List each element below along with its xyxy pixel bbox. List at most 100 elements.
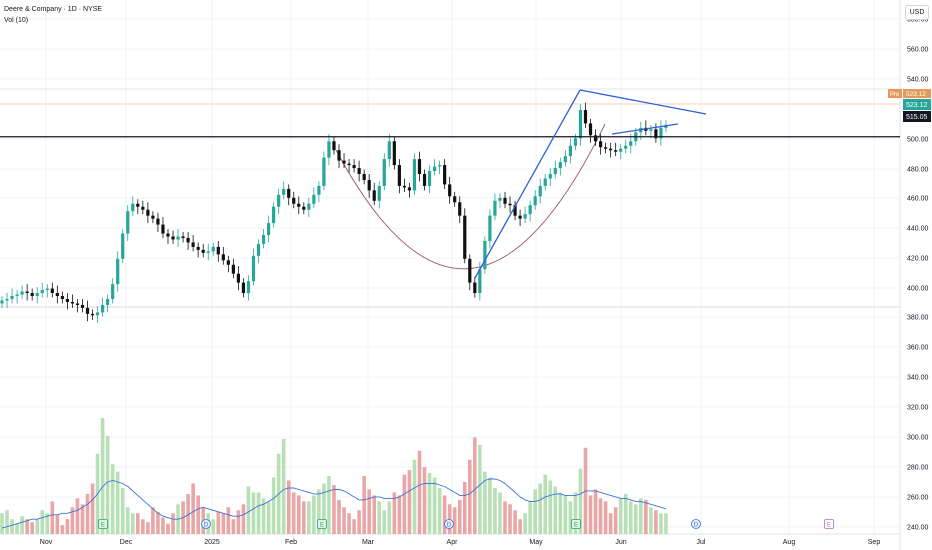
volume-bar [85, 493, 90, 534]
candle-body [609, 148, 613, 151]
candle-body [5, 298, 9, 301]
candle-body [85, 307, 90, 314]
earnings-marker[interactable]: E [571, 519, 581, 529]
candle-body [493, 200, 497, 216]
candle-body [357, 168, 361, 174]
chart-legend: Deere & Company · 1D · NYSE Vol (10) [4, 4, 102, 26]
candle-body [558, 162, 562, 169]
volume-bar [533, 489, 537, 534]
volume-bar [105, 435, 110, 534]
candle-body [417, 159, 422, 174]
dividend-marker[interactable]: D [201, 519, 211, 529]
candle-body [513, 205, 517, 216]
volume-bar [322, 483, 326, 534]
currency-button[interactable]: USD [905, 5, 929, 20]
dividend-marker-circle [201, 519, 211, 529]
candle-body [40, 290, 44, 294]
volume-bar [488, 477, 492, 534]
volume-bar [593, 489, 598, 534]
candle-body [141, 206, 145, 210]
candle-body [483, 240, 487, 270]
volume-bar [0, 513, 4, 534]
candle-body [503, 197, 507, 204]
volume-bar [130, 513, 135, 534]
candle-body [458, 202, 462, 216]
price-scale-label: 560.00 [907, 47, 929, 54]
candle-body [101, 304, 105, 313]
volume-bar [281, 438, 286, 534]
level-price-tag [903, 111, 931, 122]
candle-body [427, 171, 432, 186]
candle-body [407, 187, 412, 191]
earnings-marker[interactable]: E [317, 519, 327, 529]
volume-bar [618, 498, 623, 534]
candle-body [211, 246, 215, 252]
volume-bar [10, 519, 14, 534]
event-marker-letter: E [320, 522, 324, 528]
candle-body [151, 215, 155, 219]
candle-body [35, 293, 39, 297]
volume-bar [633, 504, 638, 534]
candle-body [402, 185, 406, 188]
candle-body [392, 141, 396, 166]
volume-bar [65, 519, 70, 534]
candle-body [95, 312, 100, 316]
volume-bar [623, 493, 628, 534]
earnings-marker[interactable]: E [824, 519, 834, 529]
candle-body [186, 237, 190, 243]
candle-body [422, 174, 427, 186]
candle-body [367, 179, 371, 191]
candle-body [156, 218, 160, 225]
volume-bar [296, 495, 301, 534]
candle-body [176, 236, 180, 240]
volume-bar [211, 519, 216, 534]
volume-indicator-label[interactable]: Vol (10) [4, 17, 29, 24]
volume-bar [75, 498, 80, 534]
dividend-marker-circle [444, 519, 454, 529]
volume-bar [115, 471, 120, 534]
candle-body [126, 211, 130, 234]
pennant-upper-line [579, 89, 707, 115]
price-scale-label: 360.00 [907, 345, 929, 352]
volume-bar [40, 510, 45, 534]
candle-body [443, 165, 447, 185]
candle-body [543, 178, 547, 186]
volume-bar [241, 504, 246, 534]
pennant-lower-line [611, 123, 679, 135]
volume-bar [503, 501, 507, 534]
candle-body [277, 194, 281, 207]
earnings-marker[interactable]: E [98, 519, 108, 529]
volume-bar [377, 501, 382, 534]
candle-body [226, 260, 230, 265]
volume-bar [513, 510, 517, 534]
event-marker-letter: E [101, 522, 105, 528]
volume-bar [110, 464, 115, 534]
candle-body [362, 174, 366, 180]
candle-body [0, 300, 4, 304]
volume-bar [15, 523, 19, 534]
candle-body [70, 301, 75, 304]
volume-bar [573, 492, 578, 534]
candle-body [578, 110, 583, 139]
volume-bar [161, 517, 165, 534]
time-axis-label: May [529, 539, 543, 546]
price-scale-label: 480.00 [907, 167, 929, 174]
volume-bar [256, 492, 261, 534]
dividend-marker[interactable]: D [444, 519, 454, 529]
time-axis-label: Jul [697, 539, 706, 546]
symbol-title[interactable]: Deere & Company · 1D · NYSE [4, 6, 103, 13]
volume-bar [417, 450, 422, 534]
candle-body [614, 150, 618, 152]
dividend-marker[interactable]: D [691, 519, 701, 529]
premarket-tag-label: Pre [890, 92, 900, 98]
candle-body [624, 145, 628, 149]
candle-body [241, 282, 246, 294]
volume-bar [191, 483, 195, 534]
volume-bar [291, 492, 296, 534]
volume-bar [452, 507, 457, 534]
volume-bar [462, 482, 467, 534]
candle-body [317, 185, 321, 195]
level-price-value: 515.05 [906, 114, 928, 121]
candle-body [448, 184, 452, 197]
